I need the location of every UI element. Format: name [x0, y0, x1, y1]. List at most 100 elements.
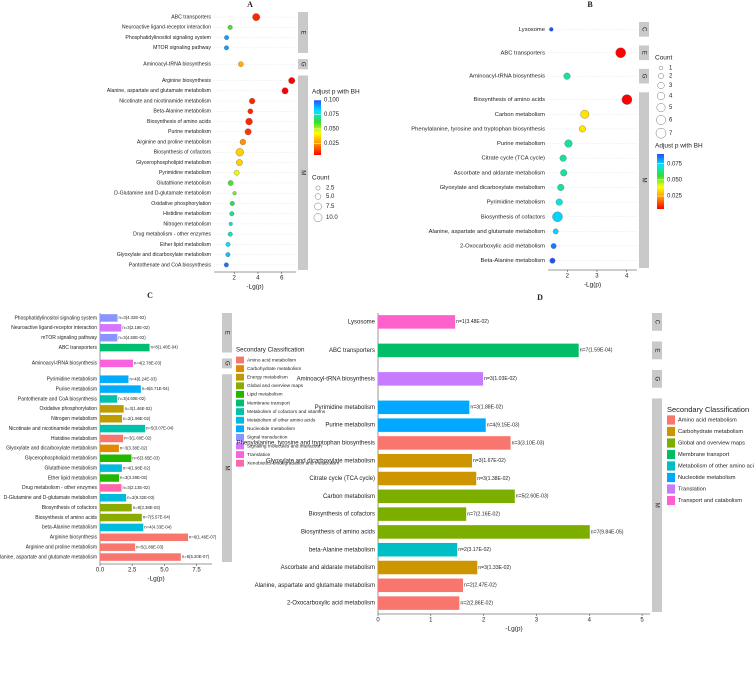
bar — [100, 464, 122, 472]
colorbar-tick-label: 0.075 — [324, 112, 340, 118]
size-legend-label: 10.0 — [326, 215, 338, 221]
bar-value-label: n=3(4.50E-02) — [118, 335, 146, 340]
category-label: beta-Alanine metabolism — [309, 547, 375, 553]
category-label: Oxidative phosphorylation — [151, 201, 211, 207]
group-label: M — [223, 466, 229, 471]
colorbar-title: Adjust p with BH — [312, 89, 360, 96]
dot — [552, 211, 563, 222]
dot — [225, 242, 231, 247]
legend-label: Signal transduction — [247, 435, 288, 441]
dot — [564, 139, 573, 148]
category-label: Pantothenate and CoA biosynthesis — [129, 262, 212, 268]
category-label: Oxidative phosphorylation — [39, 406, 97, 412]
dot — [239, 138, 246, 146]
bar — [100, 414, 123, 423]
panel-letter: C — [147, 291, 153, 300]
category-label: Beta-Alanine metabolism — [481, 258, 546, 264]
legend-swatch — [236, 416, 244, 424]
x-tick-label: 0.0 — [96, 568, 105, 574]
x-tick-label: 3 — [535, 618, 539, 624]
legend-swatch — [236, 382, 244, 390]
group-strip — [639, 45, 649, 61]
bar-value-label: n=2(9.32E-03) — [127, 495, 155, 500]
legend-label: Nucleotide metabolism — [247, 426, 295, 432]
legend-swatch — [667, 415, 675, 425]
bar-value-label: n=2(1.96E-02) — [123, 416, 151, 421]
category-label: mTOR signaling pathway — [41, 335, 97, 341]
bar-value-label: n=3(3.29E-02) — [120, 475, 148, 480]
panel-letter: D — [537, 293, 543, 302]
bar — [100, 333, 118, 342]
category-label: Biosynthesis of cofactors — [481, 214, 545, 220]
legend-swatch — [236, 356, 244, 364]
category-label: Aminoacyl-tRNA biosynthesis — [32, 361, 98, 367]
group-label: C — [653, 320, 659, 325]
group-strip — [639, 92, 649, 269]
size-legend-label: 2.5 — [326, 186, 335, 192]
size-legend-label: 5 — [669, 105, 673, 111]
category-label: Arginine and proline metabolism — [137, 139, 211, 145]
category-label: Neuroactive ligand-receptor interaction — [122, 25, 211, 31]
x-tick-label: 7.5 — [192, 568, 201, 574]
legend-label: Global and overview maps — [247, 383, 304, 389]
category-label: Biosynthesis of amino acids — [301, 529, 375, 535]
x-axis-label: -Lg(p) — [246, 284, 263, 291]
category-label: Glyoxylate and dicarboxylate metabolism — [266, 458, 375, 464]
dot — [245, 117, 253, 126]
legend-label: Lipid metabolism — [247, 392, 283, 398]
category-label: Nitrogen metabolism — [51, 416, 97, 422]
size-legend-label: 3 — [669, 83, 673, 89]
legend-label: Nucleotide metabolism — [678, 475, 736, 481]
category-label: ABC transporters — [171, 14, 211, 20]
legend-label: Carbohydrate metabolism — [247, 366, 301, 372]
bar — [378, 507, 467, 521]
dot — [615, 47, 626, 58]
dot — [249, 98, 256, 105]
category-label: ABC transporters — [501, 50, 546, 56]
panel: C E G M 0.0 2.5 5.0 7.5 -Lg(p) Phosphatidylinosit… — [0, 291, 339, 583]
legend-label: Energy metabolism — [247, 374, 288, 380]
bar — [100, 523, 144, 532]
x-axis-label: -Lg(p) — [147, 576, 164, 583]
category-label: Citrate cycle (TCA cycle) — [309, 476, 375, 482]
colorbar-tick-label: 0.025 — [324, 141, 340, 147]
size-legend-label: 7.5 — [326, 204, 335, 210]
legend-label: Metabolism of other amino acids — [247, 417, 316, 423]
bar — [378, 578, 464, 593]
size-legend-key — [313, 213, 323, 222]
legend-label: Metabolism of cofactors and vitamins — [247, 409, 326, 415]
size-legend-label: 5.0 — [326, 194, 335, 200]
bar — [378, 453, 473, 468]
colorbar-tick-label: 0.050 — [667, 177, 683, 183]
legend-swatch — [236, 399, 244, 407]
dot — [232, 191, 237, 196]
dot — [288, 77, 296, 84]
category-label: Ether lipid metabolism — [160, 242, 211, 248]
bar — [100, 375, 129, 383]
bar — [378, 372, 484, 386]
category-label: Pantothenate and CoA biosynthesis — [18, 396, 98, 402]
size-legend-label: 1 — [669, 65, 673, 71]
category-label: Glyoxylate and dicarboxylate metabolism — [440, 185, 546, 191]
size-legend-key — [658, 73, 664, 79]
category-label: Biosynthesis of amino acids — [473, 97, 545, 103]
group-label: G — [640, 74, 646, 79]
category-label: Histidine metabolism — [51, 436, 97, 442]
bar — [100, 513, 142, 522]
bar-value-label: n=2(2.86E-02) — [460, 600, 493, 606]
legend-swatch — [667, 461, 675, 471]
dot — [224, 35, 229, 40]
dot — [552, 228, 559, 235]
legend-swatch — [667, 472, 675, 483]
bar-value-label: n=3(1.38E-02) — [477, 476, 510, 482]
panel: A E G M 2 4 6 -Lg(p) ABC transporters Neuroactive… — [107, 0, 360, 291]
legend-label: Metabolism of other amino acids — [678, 464, 754, 470]
legend-swatch — [236, 365, 244, 373]
bar-value-label: n=4(2.78E-03) — [134, 361, 162, 366]
size-legend-key — [314, 202, 322, 211]
colorbar-tick-label: 0.025 — [667, 194, 683, 200]
dot — [555, 198, 563, 206]
group-strip — [652, 313, 662, 331]
bar-value-label: n=7(1.59E-04) — [580, 348, 613, 354]
dot — [247, 108, 254, 115]
